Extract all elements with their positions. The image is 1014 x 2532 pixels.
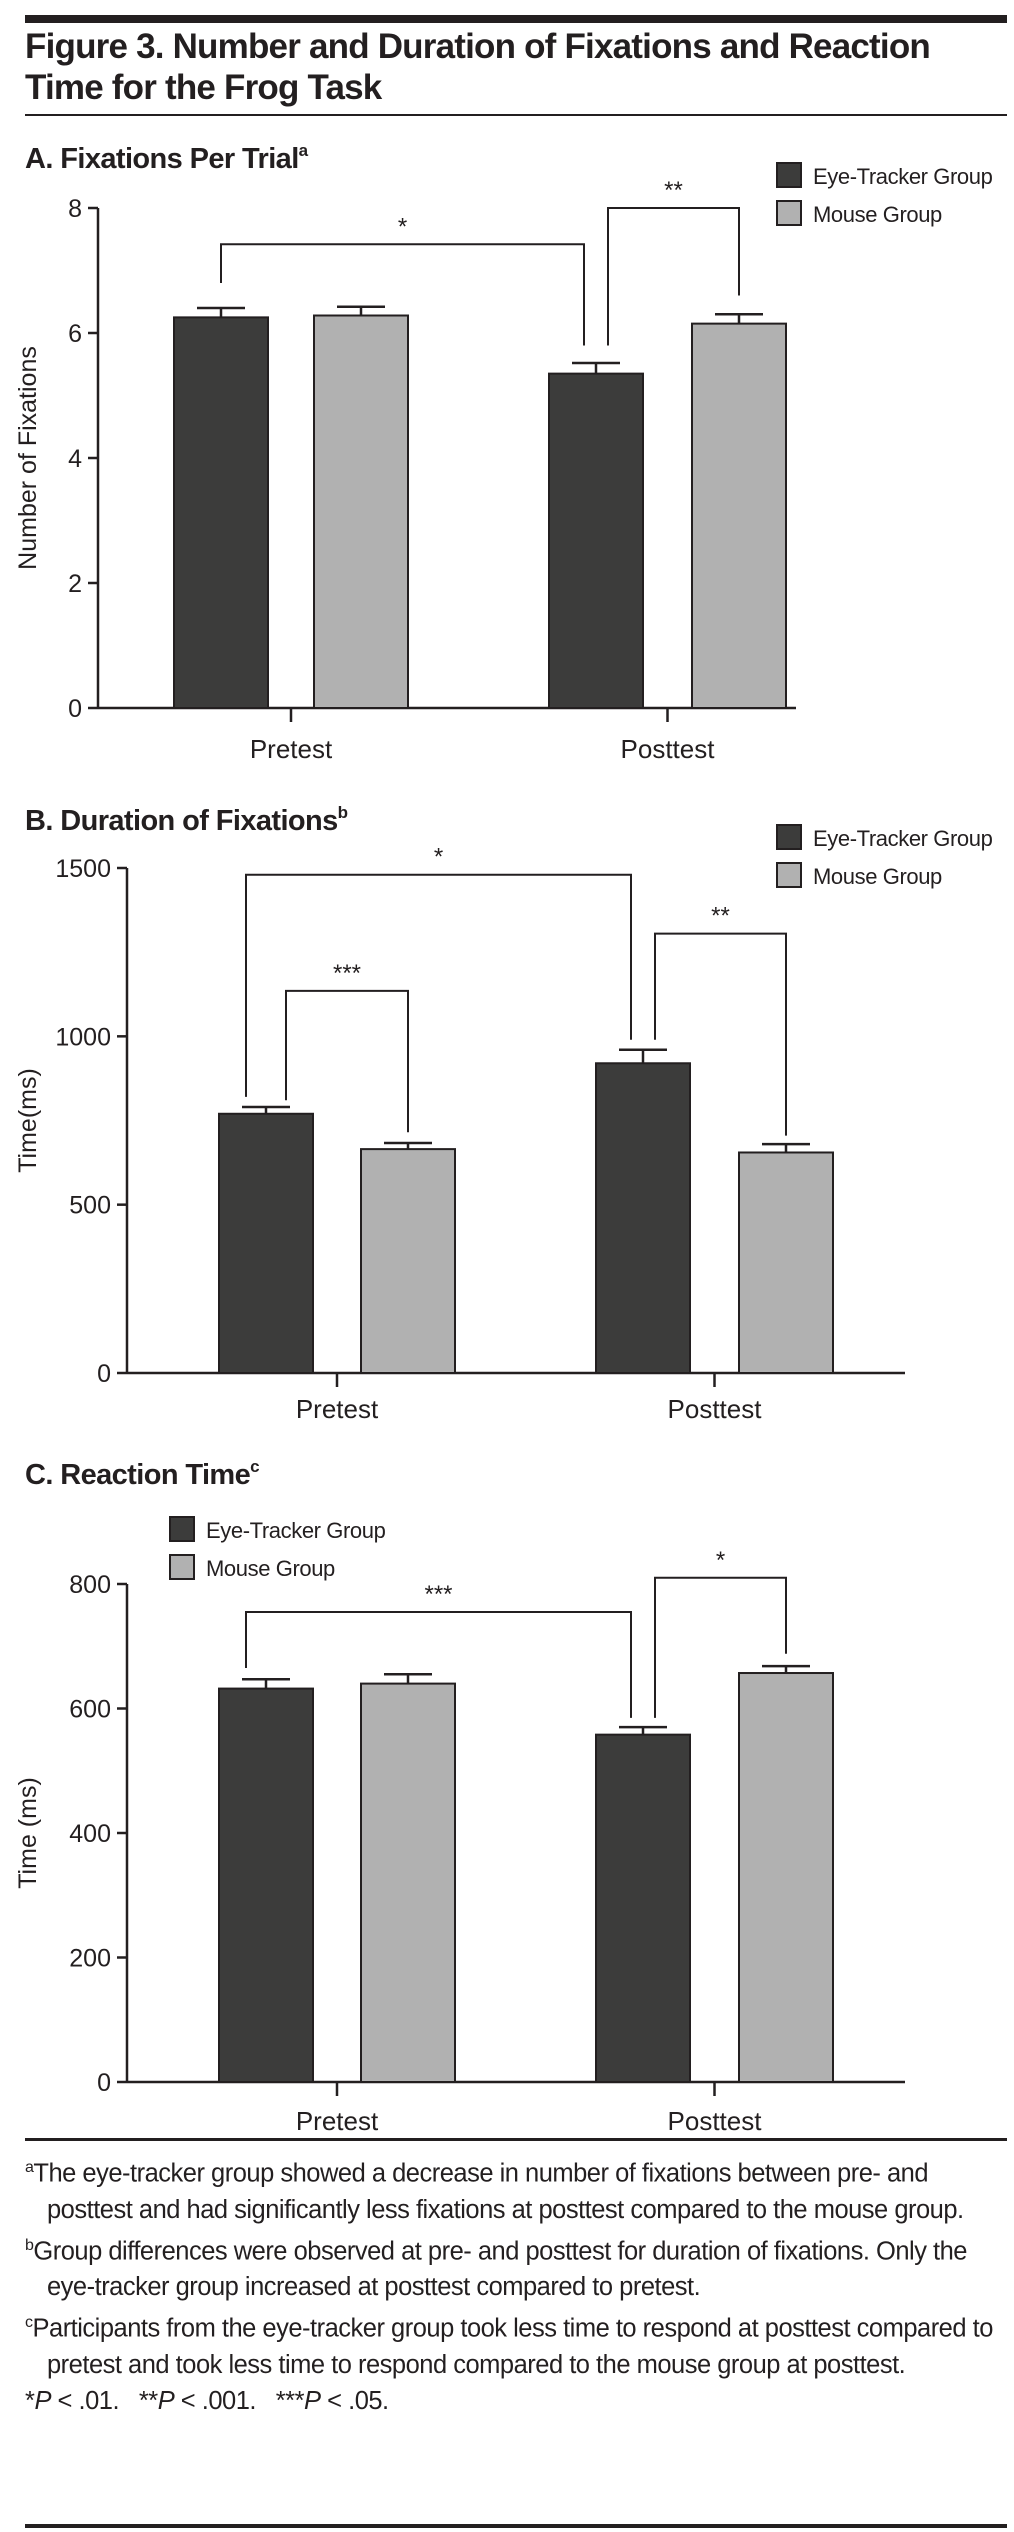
significance-bracket xyxy=(654,932,787,1136)
y-tick-label: 4 xyxy=(68,445,82,473)
significance-label: * xyxy=(716,1547,725,1574)
legend-label: Mouse Group xyxy=(813,864,942,889)
legend-swatch-eye-tracker xyxy=(776,162,802,188)
footnote-mark: b xyxy=(25,2236,34,2254)
significance-bracket xyxy=(220,243,585,346)
significance-label: ** xyxy=(664,177,683,204)
significance-label: *** xyxy=(424,1581,452,1608)
y-tick-label: 800 xyxy=(69,1571,111,1599)
legend-swatch-eye-tracker xyxy=(776,824,802,850)
x-tick-label: Posttest xyxy=(621,734,716,764)
bar-eye-tracker-pretest xyxy=(173,316,269,709)
legend-label: Eye-Tracker Group xyxy=(813,826,993,851)
legend-swatch-mouse xyxy=(776,862,802,888)
y-tick-label: 500 xyxy=(69,1192,111,1220)
x-tick-label: Posttest xyxy=(668,2106,763,2136)
y-axis-label: Number of Fixations xyxy=(14,346,42,570)
y-tick-label: 1500 xyxy=(55,855,111,883)
footnote-mark: c xyxy=(25,2314,33,2331)
y-tick-label: 8 xyxy=(68,195,82,223)
y-tick-label: 0 xyxy=(68,695,82,723)
bar-eye-tracker-posttest xyxy=(595,1733,691,2084)
legend-swatch-eye-tracker xyxy=(169,1516,195,1542)
chart-title: B. Duration of Fixationsb xyxy=(25,803,348,837)
chart-title: A. Fixations Per Triala xyxy=(25,141,309,175)
bar-eye-tracker-posttest xyxy=(595,1062,691,1375)
footnote-text: Group differences were observed at pre- … xyxy=(33,2237,967,2301)
footnote-a: aThe eye-tracker group showed a decrease… xyxy=(25,2150,1010,2228)
bar-mouse-posttest xyxy=(691,322,787,709)
legend-label: Eye-Tracker Group xyxy=(813,164,993,189)
significance-bracket xyxy=(245,1611,632,1718)
y-tick-label: 1000 xyxy=(55,1023,111,1051)
bar-mouse-pretest xyxy=(313,314,409,709)
bar-mouse-posttest xyxy=(738,1151,834,1374)
footnote-mark: a xyxy=(25,2159,34,2176)
legend-label: Mouse Group xyxy=(813,202,942,227)
figure-title: Figure 3. Number and Duration of Fixatio… xyxy=(25,27,931,107)
chart-a: A. Fixations Per Triala 0 2 4 6 8 Number of Fi… xyxy=(14,141,993,764)
chart-title-superscript: c xyxy=(250,1457,259,1476)
chart-b: B. Duration of Fixationsb 0 500 1000 1500 Tim… xyxy=(14,803,993,1424)
x-tick-label: Pretest xyxy=(296,2106,379,2136)
x-tick-label: Pretest xyxy=(250,734,333,764)
chart-title-superscript: b xyxy=(338,803,348,822)
significance-label: * xyxy=(398,213,407,240)
chart-title: C. Reaction Timec xyxy=(25,1457,259,1491)
top-rule xyxy=(25,15,1007,23)
bar-eye-tracker-pretest xyxy=(218,1112,314,1375)
y-axis-label: Time (ms) xyxy=(14,1777,42,1889)
legend-label: Mouse Group xyxy=(206,1556,335,1581)
footnote-text: Participants from the eye-tracker group … xyxy=(32,2314,994,2379)
significance-label: *** xyxy=(333,960,361,987)
legend-swatch-mouse xyxy=(169,1554,195,1580)
y-tick-label: 2 xyxy=(68,570,82,598)
significance-bracket xyxy=(285,989,409,1133)
y-tick-label: 6 xyxy=(68,320,82,348)
legend-swatch-mouse xyxy=(776,200,802,226)
significance-label: * xyxy=(434,844,443,871)
footnote-c: cParticipants from the eye-tracker group… xyxy=(25,2305,1010,2383)
legend-label: Eye-Tracker Group xyxy=(206,1518,386,1543)
p-value-3: ***P < .05. xyxy=(275,2386,389,2415)
significance-bracket xyxy=(607,207,740,346)
bar-eye-tracker-posttest xyxy=(548,372,644,709)
significance-bracket xyxy=(245,873,632,1097)
footnotes: aThe eye-tracker group showed a decrease… xyxy=(25,2150,1010,2419)
y-tick-label: 200 xyxy=(69,1945,111,1973)
y-axis-label: Time(ms) xyxy=(14,1068,42,1173)
significance-bracket xyxy=(654,1576,787,1718)
x-tick-label: Pretest xyxy=(296,1394,379,1424)
bar-mouse-pretest xyxy=(360,1148,456,1375)
bar-mouse-pretest xyxy=(360,1682,456,2083)
footnote-rule xyxy=(25,2138,1007,2141)
y-tick-label: 0 xyxy=(97,1360,111,1388)
footnote-b: bGroup differences were observed at pre-… xyxy=(25,2228,1010,2306)
bar-eye-tracker-pretest xyxy=(218,1687,314,2083)
footnote-text: The eye-tracker group showed a decrease … xyxy=(33,2159,964,2224)
bar-mouse-posttest xyxy=(738,1672,834,2083)
bottom-rule xyxy=(25,2524,1007,2528)
chart-c: C. Reaction Timec 0 200 400 600 800 Time (ms) P… xyxy=(14,1457,905,2136)
y-tick-label: 400 xyxy=(69,1820,111,1848)
p-values: *P < .01. **P < .001. ***P < .05. xyxy=(25,2383,1010,2419)
p-value-2: **P < .001. xyxy=(138,2386,257,2415)
title-rule xyxy=(25,114,1007,116)
charts: A. Fixations Per Triala 0 2 4 6 8 Number of Fi… xyxy=(14,141,993,2136)
x-tick-label: Posttest xyxy=(668,1394,763,1424)
significance-label: ** xyxy=(711,903,730,930)
y-tick-label: 600 xyxy=(69,1696,111,1724)
p-value-1: *P < .01. xyxy=(25,2386,120,2415)
y-tick-label: 0 xyxy=(97,2069,111,2097)
chart-title-superscript: a xyxy=(299,141,309,160)
